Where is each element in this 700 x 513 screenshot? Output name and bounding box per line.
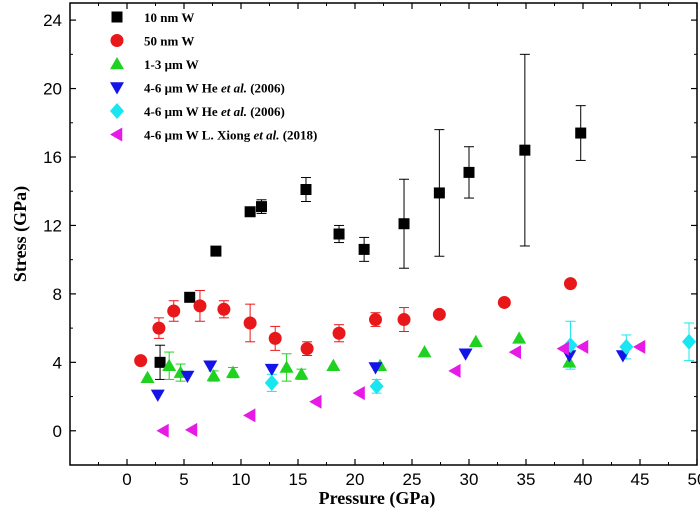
data-point xyxy=(162,358,177,372)
data-point xyxy=(398,218,410,230)
data-point xyxy=(633,339,646,354)
x-axis-title: Pressure (GPa) xyxy=(319,488,436,509)
data-point xyxy=(576,339,589,354)
data-point xyxy=(150,389,165,402)
axes: 0 5 10 15 20 25 30 35 40 45 50 0 4 8 12 16 20 24 xyxy=(43,3,700,489)
x-tick-label: 0 xyxy=(122,470,131,489)
data-point xyxy=(256,201,268,213)
data-point xyxy=(432,307,446,321)
data-point xyxy=(279,360,294,373)
data-point xyxy=(358,243,370,255)
data-point xyxy=(156,423,169,438)
x-tick-label: 25 xyxy=(403,470,422,489)
data-point xyxy=(575,127,587,139)
legend-marker xyxy=(110,103,124,119)
data-point xyxy=(369,378,384,395)
legend-marker xyxy=(111,11,123,23)
data-point xyxy=(210,245,222,257)
x-tick-label: 45 xyxy=(631,470,650,489)
data-point xyxy=(152,321,166,335)
legend-marker xyxy=(110,82,124,95)
y-tick-label: 4 xyxy=(53,353,62,372)
data-point xyxy=(244,206,256,218)
data-point xyxy=(326,358,341,372)
y-tick-label: 0 xyxy=(53,422,62,441)
data-point xyxy=(226,365,241,378)
legend: 10 nm W 50 nm W 1-3 μm W 4-6 μm W He et al.… xyxy=(110,10,317,143)
plot-frame xyxy=(69,2,698,466)
data-point xyxy=(448,363,461,378)
x-tick-label: 35 xyxy=(517,470,536,489)
data-point xyxy=(508,345,521,360)
legend-label: 10 nm W xyxy=(144,10,194,25)
data-point xyxy=(217,302,231,316)
data-point xyxy=(619,338,634,355)
y-tick-label: 12 xyxy=(43,216,62,235)
data-point xyxy=(264,374,279,391)
x-tick-label: 50 xyxy=(688,470,700,489)
y-tick-label: 8 xyxy=(53,285,62,304)
x-tick-label: 15 xyxy=(289,470,308,489)
data-point xyxy=(300,342,314,356)
x-tick-label: 40 xyxy=(574,470,593,489)
data-point xyxy=(309,394,322,409)
data-point xyxy=(294,367,309,380)
data-point xyxy=(368,362,383,375)
x-tick-label: 5 xyxy=(179,470,188,489)
data-point xyxy=(243,408,256,423)
data-point xyxy=(206,369,221,382)
data-point xyxy=(556,341,569,356)
legend-label: 4-6 μm W L. Xiong et al. (2018) xyxy=(144,128,317,143)
legend-marker xyxy=(110,57,124,70)
data-point xyxy=(184,422,198,437)
y-tick-label: 20 xyxy=(43,80,62,99)
y-tick-label: 16 xyxy=(43,148,62,167)
data-point xyxy=(332,326,346,340)
data-point xyxy=(140,370,155,383)
data-point xyxy=(300,184,312,196)
data-point xyxy=(397,313,411,327)
data-point xyxy=(468,334,483,348)
data-point xyxy=(563,277,577,291)
data-point xyxy=(333,228,345,240)
data-point xyxy=(682,333,697,350)
y-axis-title: Stress (GPa) xyxy=(10,186,31,282)
data-point xyxy=(180,370,195,384)
data-point xyxy=(458,348,473,361)
x-tick-label: 10 xyxy=(232,470,251,489)
data-point xyxy=(268,331,282,345)
legend-label: 4-6 μm W He et al. (2006) xyxy=(144,104,285,119)
data-point xyxy=(184,291,196,303)
legend-marker xyxy=(110,34,124,47)
x-tick-label: 30 xyxy=(460,470,479,489)
data-point xyxy=(134,354,148,368)
data-point xyxy=(519,144,531,156)
legend-label: 4-6 μm W He et al. (2006) xyxy=(144,81,285,96)
legend-marker xyxy=(110,127,123,142)
data-point xyxy=(203,360,218,373)
data-point xyxy=(512,331,527,344)
data-point xyxy=(264,363,279,377)
data-point xyxy=(433,187,445,199)
x-tick-label: 20 xyxy=(346,470,365,489)
data-point xyxy=(167,304,181,318)
data-point xyxy=(243,316,257,330)
data-point xyxy=(497,295,511,309)
data-point xyxy=(154,356,166,368)
data-point xyxy=(417,345,432,358)
data-point xyxy=(193,299,207,313)
y-tick-label: 24 xyxy=(43,11,62,30)
data-point xyxy=(463,166,475,178)
data-point xyxy=(369,313,383,327)
legend-label: 1-3 μm W xyxy=(144,57,199,72)
data-markers xyxy=(134,127,697,438)
data-point xyxy=(352,386,365,401)
legend-label: 50 nm W xyxy=(144,34,194,49)
